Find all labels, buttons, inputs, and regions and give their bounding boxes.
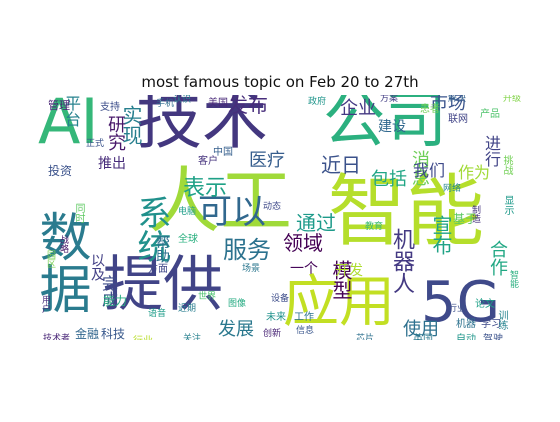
word-zhengfu: 政府 xyxy=(308,97,327,107)
word-women: 我们 xyxy=(413,161,446,180)
figure-title: most famous topic on Feb 20 to 27th xyxy=(141,73,419,91)
word-fuwu: 服务 xyxy=(223,236,271,264)
word-yujian: 语音 xyxy=(148,309,167,319)
word-zhiyue: 智能 xyxy=(508,270,518,288)
word-fangmian: 方面 xyxy=(148,264,168,275)
word-yiji: 以及 xyxy=(89,253,105,281)
word-jinri: 近日 xyxy=(321,153,361,177)
word-diannao: 电脑 xyxy=(178,207,197,217)
word-changjing: 场景 xyxy=(242,264,261,274)
word-zhineng: 智能 xyxy=(328,167,485,257)
word-wangluo: 网络 xyxy=(443,184,462,194)
word-shengji: 升级 xyxy=(503,95,522,104)
word-xuanbu: 宣布 xyxy=(429,215,453,255)
word-chanpin: 产品 xyxy=(480,109,500,120)
word-shouji: 手机 xyxy=(156,99,175,109)
word-guanzhu: 关注 xyxy=(183,334,202,341)
word-yige: 一个 xyxy=(290,261,318,277)
word-shijie: 世界 xyxy=(198,292,217,302)
word-meiguo: 美国 xyxy=(208,98,228,109)
word-keji: 科技 xyxy=(101,327,126,340)
word-jiashi: 驾驶 xyxy=(483,334,503,341)
word-zidong: 自动 xyxy=(456,334,476,341)
word-fangan: 方案 xyxy=(380,95,399,104)
word-moxing: 模型 xyxy=(329,260,353,300)
word-hangye: 行业 xyxy=(448,304,467,314)
word-touzi: 投资 xyxy=(48,164,73,178)
word-shixian: 实现 xyxy=(119,105,143,145)
word-AI: AI xyxy=(38,95,99,158)
word-shiyong: 使用 xyxy=(403,319,439,340)
word-jinqi: 近期 xyxy=(178,304,197,314)
word-chuangxin: 创新 xyxy=(263,329,282,339)
word-jiqi: 机器 xyxy=(456,319,476,330)
word-dongtai: 动态 xyxy=(263,202,282,212)
word-tuichu: 推出 xyxy=(98,156,126,172)
word-nengli: 能力 xyxy=(103,294,128,308)
word-lunwen: 论文 xyxy=(475,299,495,310)
word-weilai: 未来 xyxy=(266,312,286,323)
word-gongsi: 公司 xyxy=(323,95,448,156)
word-xunlian: 训练 xyxy=(496,310,507,330)
word-lingyu: 领域 xyxy=(283,231,323,255)
word-jishu: 技术 xyxy=(136,95,268,158)
word-shebei: 设备 xyxy=(271,294,290,304)
word-yingguo: 英国 xyxy=(413,334,433,341)
word-5G: 5G xyxy=(421,270,501,335)
word-tongguo: 通过 xyxy=(296,211,336,235)
word-pingtai: 平台 xyxy=(62,95,81,127)
word-xuexi: 学习 xyxy=(481,319,501,330)
word-tigong: 提供 xyxy=(103,250,223,320)
word-bangzhu: 帮助 xyxy=(154,235,170,263)
word-jianshe: 建设 xyxy=(378,119,406,135)
word-shuju: 数据 xyxy=(38,210,90,314)
word-yingyong: 应用 xyxy=(283,270,395,335)
word-jiejue: 解决 xyxy=(448,95,467,104)
word-gongzuo: 工作 xyxy=(294,312,314,323)
word-yanjiu: 研究 xyxy=(105,115,126,151)
word-keyi: 可以 xyxy=(198,192,266,232)
word-kehu: 客户 xyxy=(198,156,218,167)
word-zhichi: 支持 xyxy=(100,102,120,113)
word-xinpian: 芯片 xyxy=(356,334,375,341)
word-huodong: 行业 xyxy=(133,337,153,341)
word-jiqiren: 机器人 xyxy=(389,228,414,294)
word-zhongguo: 中国 xyxy=(213,147,233,158)
word-cloud: AI 技术 公司 数据 人工 智能 提供 应用 5G 可以 系统 服务 发布 企业 市场 研究 实现 平台 建设 近日… xyxy=(38,95,523,340)
word-guanli: 管理 xyxy=(48,99,70,112)
word-jishuzhe: 技术者 xyxy=(43,334,71,341)
word-quanqiu: 全球 xyxy=(178,234,198,245)
word-biaoshi: 表示 xyxy=(183,176,228,201)
word-hezuo: 合作 xyxy=(487,240,508,276)
word-jiyu: 基于 xyxy=(453,212,478,226)
word-tongshi: 同时 xyxy=(73,203,84,223)
word-tiaozhan: 挑战 xyxy=(501,155,512,175)
word-shichang: 市场 xyxy=(430,95,466,114)
word-zhanlue: 战略 xyxy=(58,235,68,253)
word-jinxing: 进行 xyxy=(482,135,501,167)
word-yiliao: 医疗 xyxy=(249,150,285,171)
word-zhengshi: 正式 xyxy=(86,139,105,149)
word-wancheng: 完成 xyxy=(99,275,118,307)
word-huanzhe: 患者 xyxy=(420,104,440,115)
word-lianwang: 联网 xyxy=(448,114,468,125)
word-zhizao: 制造 xyxy=(470,205,480,223)
word-xianshi: 显示 xyxy=(502,195,513,215)
word-fazhan: 发展 xyxy=(218,319,254,340)
word-renshi: 认识 xyxy=(173,95,192,105)
word-xiaoxi: 消息 xyxy=(409,150,430,186)
word-yuanqu: 园区 xyxy=(45,250,55,268)
word-baokuo: 包括 xyxy=(371,169,407,190)
word-yonghu: 用户 xyxy=(40,295,50,313)
word-tuxiang: 图像 xyxy=(228,299,247,309)
word-xitong: 系统 xyxy=(131,195,171,263)
word-jiaoyu: 教育 xyxy=(365,222,384,232)
word-fabu: 发布 xyxy=(228,95,268,117)
word-xinxi: 信息 xyxy=(296,326,315,336)
word-rengong: 人工 xyxy=(148,159,293,243)
word-zuowei: 作为 xyxy=(458,163,491,182)
word-jinrong: 金融 xyxy=(75,327,100,340)
word-kaifa: 开发 xyxy=(335,263,363,279)
word-qiye: 企业 xyxy=(340,98,376,119)
